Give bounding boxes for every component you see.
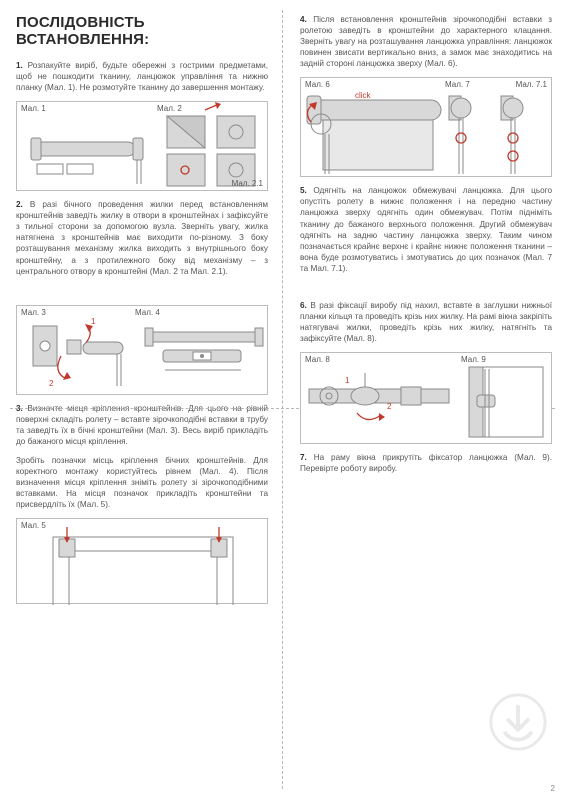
figure-1-2-21: Мал. 1 Мал. 2 Мал. 2.1 (16, 101, 268, 191)
step-3a-text: 3. Визначте місця кріплення кронштейнів.… (16, 403, 268, 447)
fig-label-2: Мал. 2 (157, 104, 182, 113)
fig-label-71: Мал. 7.1 (516, 80, 547, 89)
fig-label-7: Мал. 7 (445, 80, 470, 89)
step-3b-text: Зробіть позначки місць кріплення бічних … (16, 455, 268, 510)
fig5-svg (17, 519, 267, 605)
fig-label-5: Мал. 5 (21, 521, 46, 530)
right-column: 4. Після встановлення кронштейнів зірочк… (284, 0, 565, 799)
step-5-text: 5. Одягніть на ланцюжок обмежувачі ланцю… (300, 185, 552, 274)
anno-1: 1 (91, 317, 96, 326)
fig8-svg: 1 2 (301, 353, 551, 445)
figure-8-9: Мал. 8 Мал. 9 1 2 (300, 352, 552, 444)
step-4-text: 4. Після встановлення кронштейнів зірочк… (300, 14, 552, 69)
step-1-text: 1. Розпакуйте виріб, будьте обережні з г… (16, 60, 268, 93)
figure-5: Мал. 5 (16, 518, 268, 604)
step-7-text: 7. На раму вікна прикрутіть фіксатор лан… (300, 452, 552, 474)
vertical-divider (282, 10, 283, 789)
svg-text:2: 2 (387, 402, 392, 411)
svg-text:1: 1 (345, 376, 350, 385)
figure-3-4: Мал. 3 Мал. 4 2 1 (16, 305, 268, 395)
page-number: 2 (551, 784, 555, 793)
figure-6-7-71: Мал. 6 Мал. 7 Мал. 7.1 click (300, 77, 552, 177)
fig-label-9: Мал. 9 (461, 355, 486, 364)
fig6-svg: click (301, 78, 551, 178)
anno-2: 2 (49, 379, 54, 388)
fig-label-3: Мал. 3 (21, 308, 46, 317)
fig-label-8: Мал. 8 (305, 355, 330, 364)
step-2-text: 2. В разі бічного проведення жилки перед… (16, 199, 268, 276)
left-column: ПОСЛІДОВНІСТЬ ВСТАНОВЛЕННЯ: 1. Розпакуйт… (0, 0, 284, 799)
page-title: ПОСЛІДОВНІСТЬ ВСТАНОВЛЕННЯ: (16, 14, 268, 48)
step-6-text: 6. В разі фіксації виробу під нахил, вст… (300, 300, 552, 344)
fig-label-21: Мал. 2.1 (232, 179, 263, 188)
fig1-svg (17, 102, 267, 192)
watermark-icon (489, 693, 547, 751)
fig-label-6: Мал. 6 (305, 80, 330, 89)
fig-label-1: Мал. 1 (21, 104, 46, 113)
anno-click: click (355, 91, 372, 100)
fig34-svg: 2 1 (17, 306, 267, 396)
fig-label-4: Мал. 4 (135, 308, 160, 317)
